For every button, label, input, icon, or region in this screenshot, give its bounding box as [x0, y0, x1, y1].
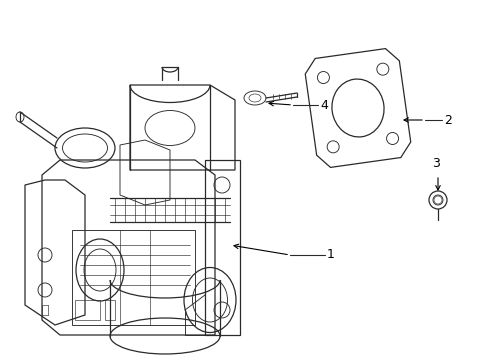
Text: 1: 1	[327, 248, 335, 261]
Text: 4: 4	[320, 99, 328, 112]
Text: 2: 2	[444, 113, 452, 126]
Text: 3: 3	[432, 157, 440, 170]
